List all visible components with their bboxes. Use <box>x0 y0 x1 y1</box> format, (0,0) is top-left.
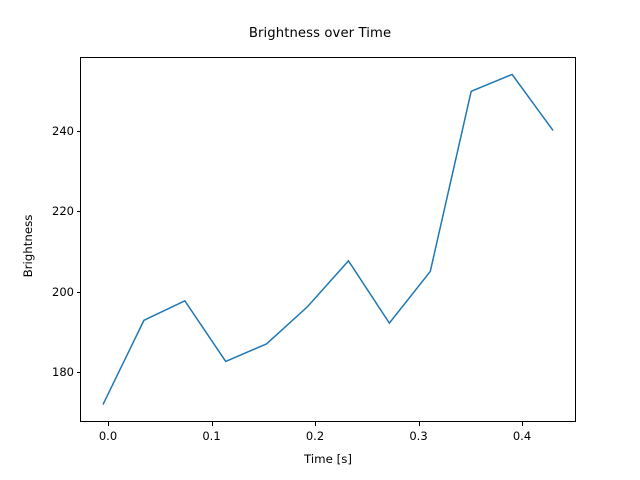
ytick-label-180: 180 <box>52 365 74 379</box>
xtick-mark-0.1 <box>211 422 213 426</box>
ytick-label-240: 240 <box>52 124 74 138</box>
ytick-mark-200 <box>76 291 80 293</box>
plot-area <box>80 57 576 422</box>
x-axis-label: Time [s] <box>304 452 352 466</box>
xtick-label-0.2: 0.2 <box>305 429 325 443</box>
xtick-mark-0.2 <box>315 422 317 426</box>
xtick-label-0.0: 0.0 <box>98 429 118 443</box>
ytick-mark-220 <box>76 211 80 213</box>
xtick-label-0.3: 0.3 <box>409 429 428 443</box>
page-title: Brightness over Time <box>248 26 392 41</box>
ytick-label-200: 200 <box>52 284 74 299</box>
xtick-label-0.1: 0.1 <box>202 429 221 443</box>
ytick-mark-240 <box>76 131 80 133</box>
ytick-mark-180 <box>76 372 80 374</box>
xtick-mark-0.0 <box>108 422 110 426</box>
xtick-label-0.4: 0.4 <box>512 429 532 443</box>
xtick-mark-0.3 <box>418 422 420 426</box>
xtick-mark-0.4 <box>522 422 524 426</box>
line-chart-svg <box>102 73 554 405</box>
y-axis-label: Brightness <box>21 214 35 278</box>
ytick-label-220: 220 <box>52 204 74 219</box>
data-series-line <box>102 73 554 405</box>
